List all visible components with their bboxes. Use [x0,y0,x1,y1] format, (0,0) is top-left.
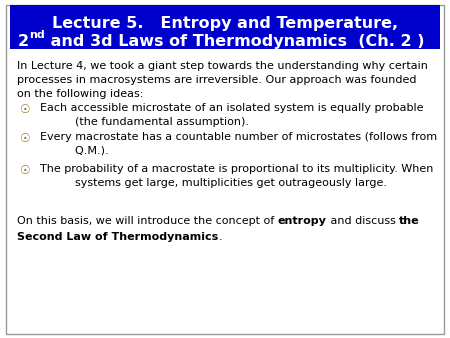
Text: ☉: ☉ [19,132,30,145]
Text: and discuss: and discuss [327,216,399,226]
Text: Each accessible microstate of an isolated system is equally probable
          (: Each accessible microstate of an isolate… [40,103,424,127]
Text: On this basis, we will introduce the concept of: On this basis, we will introduce the con… [17,216,278,226]
Text: Second Law of Thermodynamics: Second Law of Thermodynamics [17,232,218,242]
Text: .: . [218,232,222,242]
Text: In Lecture 4, we took a giant step towards the understanding why certain
process: In Lecture 4, we took a giant step towar… [17,61,428,99]
Text: ☉: ☉ [19,103,30,116]
Text: Every macrostate has a countable number of microstates (follows from
          Q: Every macrostate has a countable number … [40,132,437,156]
Text: entropy: entropy [278,216,327,226]
Text: The probability of a macrostate is proportional to its multiplicity. When
      : The probability of a macrostate is propo… [40,164,434,188]
Text: 2: 2 [18,34,29,49]
FancyBboxPatch shape [10,5,440,49]
Text: Lecture 5.   Entropy and Temperature,: Lecture 5. Entropy and Temperature, [52,16,398,31]
Text: the: the [399,216,420,226]
Text: nd: nd [29,30,45,40]
Text: ☉: ☉ [19,164,30,177]
Text: and 3d Laws of Thermodynamics  (Ch. 2 ): and 3d Laws of Thermodynamics (Ch. 2 ) [45,34,424,49]
